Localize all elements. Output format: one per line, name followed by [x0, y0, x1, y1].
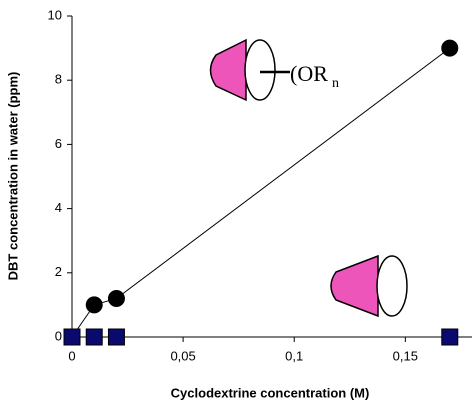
- cone-with-chain: [209, 38, 290, 102]
- x-tick-label: 0,1: [285, 348, 303, 363]
- square-marker: [441, 328, 459, 346]
- y-tick-label: 4: [55, 200, 62, 215]
- square-marker: [107, 328, 125, 346]
- x-axis-label: Cyclodextrine concentration (M): [171, 385, 370, 400]
- cone: [330, 254, 408, 318]
- square-marker: [85, 328, 103, 346]
- circle-marker: [441, 39, 459, 57]
- square-marker: [63, 328, 81, 346]
- y-axis-label: DBT concentration in water (ppm): [5, 72, 20, 281]
- series-line: [71, 47, 451, 338]
- y-tick-label: 10: [48, 7, 62, 22]
- x-tick-label: 0,05: [170, 348, 195, 363]
- y-tick-label: 6: [55, 136, 62, 151]
- x-tick-label: 0: [68, 348, 75, 363]
- y-tick-label: 0: [55, 328, 62, 343]
- circle-marker: [107, 289, 125, 307]
- annotation: (OR: [290, 61, 328, 86]
- y-tick-label: 8: [55, 72, 62, 87]
- y-tick-label: 2: [55, 264, 62, 279]
- annotation-sub: n: [332, 76, 339, 91]
- x-tick-label: 0,15: [393, 348, 418, 363]
- circle-marker: [85, 296, 103, 314]
